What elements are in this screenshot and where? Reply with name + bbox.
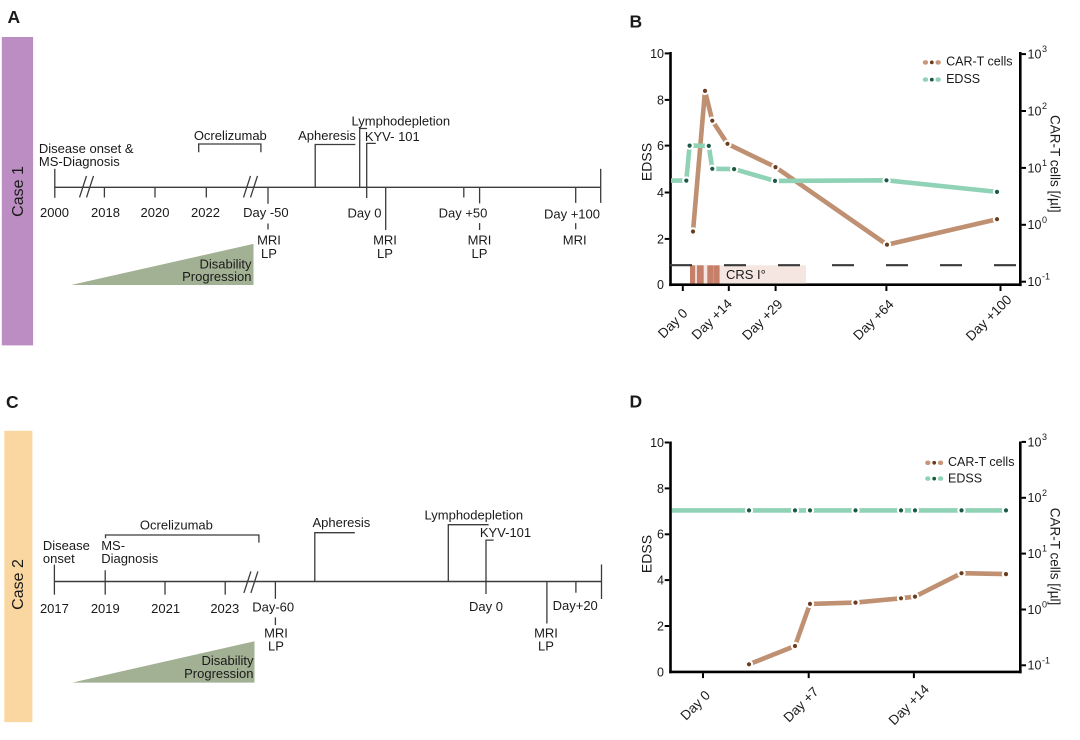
svg-text:-1: -1 (1042, 655, 1050, 665)
svg-text:Day +100: Day +100 (963, 292, 1015, 344)
svg-text:Disability: Disability (201, 653, 254, 668)
svg-text:0: 0 (657, 278, 664, 292)
svg-text:Lymphodepletion: Lymphodepletion (425, 508, 524, 523)
svg-text:Progression: Progression (184, 666, 253, 681)
svg-text:-1: -1 (1042, 272, 1050, 282)
svg-text:2: 2 (1042, 101, 1047, 111)
svg-text:Progression: Progression (182, 269, 251, 284)
svg-text:MS-: MS- (101, 538, 125, 553)
svg-text:2023: 2023 (210, 601, 239, 616)
svg-text:KYV- 101: KYV- 101 (365, 129, 420, 144)
svg-text:10: 10 (1028, 218, 1042, 232)
svg-text:CAR-T cells: CAR-T cells (948, 455, 1014, 469)
svg-text:MRI: MRI (534, 626, 558, 641)
svg-text:2019: 2019 (91, 601, 120, 616)
svg-text:onset: onset (43, 551, 75, 566)
svg-text:Case 2: Case 2 (10, 559, 27, 610)
svg-text:Day 0: Day 0 (348, 206, 382, 221)
svg-text:EDSS: EDSS (639, 535, 655, 573)
svg-text:MRI: MRI (563, 233, 587, 248)
svg-text:LP: LP (472, 246, 488, 261)
svg-text:10: 10 (1028, 161, 1042, 175)
svg-text:6: 6 (657, 528, 664, 542)
svg-text:10: 10 (1028, 547, 1042, 561)
svg-text:Day+20: Day+20 (553, 598, 598, 613)
svg-text:Day 0: Day 0 (678, 688, 714, 724)
svg-text:D: D (630, 392, 643, 412)
svg-text:MS-Diagnosis: MS-Diagnosis (39, 154, 120, 169)
svg-text:2020: 2020 (141, 205, 170, 220)
svg-text:Ocrelizumab: Ocrelizumab (194, 128, 267, 143)
svg-text:CAR-T cells: CAR-T cells (946, 55, 1012, 69)
svg-text:C: C (6, 392, 19, 412)
svg-text:2000: 2000 (40, 205, 69, 220)
svg-text:Day +64: Day +64 (850, 296, 897, 343)
svg-text:10: 10 (1028, 435, 1042, 449)
svg-text:2: 2 (657, 232, 664, 246)
svg-text:Disability: Disability (199, 257, 252, 272)
svg-text:CAR-T cells [/µl]: CAR-T cells [/µl] (1048, 115, 1063, 213)
svg-text:2022: 2022 (191, 205, 220, 220)
svg-text:1: 1 (1042, 544, 1047, 554)
svg-text:4: 4 (657, 574, 664, 588)
svg-text:CRS I°: CRS I° (726, 267, 766, 282)
svg-text:Day +100: Day +100 (544, 207, 600, 222)
svg-text:10: 10 (650, 47, 664, 61)
svg-text:Day +14: Day +14 (689, 296, 736, 343)
svg-text:0: 0 (1042, 600, 1047, 610)
svg-text:Day -50: Day -50 (243, 205, 289, 220)
svg-text:Day-60: Day-60 (252, 600, 294, 615)
svg-text:2: 2 (1042, 488, 1047, 498)
svg-text:MRI: MRI (257, 233, 281, 248)
svg-text:10: 10 (1028, 603, 1042, 617)
svg-text:MRI: MRI (264, 626, 288, 641)
svg-text:10: 10 (1028, 104, 1042, 118)
svg-text:Case 1: Case 1 (10, 166, 27, 217)
svg-text:B: B (630, 12, 643, 32)
svg-text:Ocrelizumab: Ocrelizumab (140, 518, 213, 533)
svg-text:3: 3 (1042, 432, 1047, 442)
svg-text:Apheresis: Apheresis (312, 515, 370, 530)
svg-text:0: 0 (1042, 215, 1047, 225)
svg-text:Day +50: Day +50 (439, 206, 488, 221)
svg-text:Disease: Disease (43, 538, 90, 553)
svg-text:Day +7: Day +7 (780, 684, 821, 725)
svg-text:A: A (8, 7, 21, 27)
svg-text:Lymphodepletion: Lymphodepletion (352, 114, 451, 129)
svg-text:10: 10 (1028, 491, 1042, 505)
svg-text:0: 0 (657, 665, 664, 679)
svg-text:Day +14: Day +14 (886, 681, 933, 728)
svg-text:10: 10 (1028, 48, 1042, 62)
svg-text:LP: LP (538, 639, 554, 654)
svg-text:EDSS: EDSS (639, 143, 655, 181)
svg-text:MRI: MRI (468, 233, 492, 248)
svg-text:2: 2 (657, 619, 664, 633)
svg-text:10: 10 (1028, 659, 1042, 673)
svg-text:2017: 2017 (40, 601, 69, 616)
svg-text:Day +29: Day +29 (739, 297, 785, 343)
svg-text:CAR-T cells [/µl]: CAR-T cells [/µl] (1048, 508, 1063, 606)
svg-text:2018: 2018 (91, 205, 120, 220)
svg-text:10: 10 (1028, 275, 1042, 289)
svg-text:8: 8 (657, 482, 664, 496)
svg-text:1: 1 (1042, 158, 1047, 168)
svg-text:3: 3 (1042, 44, 1047, 54)
svg-text:4: 4 (657, 186, 664, 200)
svg-text:10: 10 (650, 436, 664, 450)
svg-text:EDSS: EDSS (946, 72, 980, 86)
svg-text:Diagnosis: Diagnosis (101, 551, 159, 566)
svg-text:6: 6 (657, 139, 664, 153)
svg-text:EDSS: EDSS (948, 472, 982, 486)
svg-text:LP: LP (261, 246, 277, 261)
svg-text:MRI: MRI (373, 233, 397, 248)
svg-text:8: 8 (657, 93, 664, 107)
svg-text:2021: 2021 (151, 601, 180, 616)
svg-text:Day 0: Day 0 (469, 599, 503, 614)
svg-text:LP: LP (377, 246, 393, 261)
svg-text:LP: LP (268, 639, 284, 654)
svg-text:Day 0: Day 0 (655, 306, 691, 342)
svg-text:KYV-101: KYV-101 (480, 525, 531, 540)
svg-text:Disease onset &: Disease onset & (39, 141, 134, 156)
svg-text:Apheresis: Apheresis (298, 128, 356, 143)
